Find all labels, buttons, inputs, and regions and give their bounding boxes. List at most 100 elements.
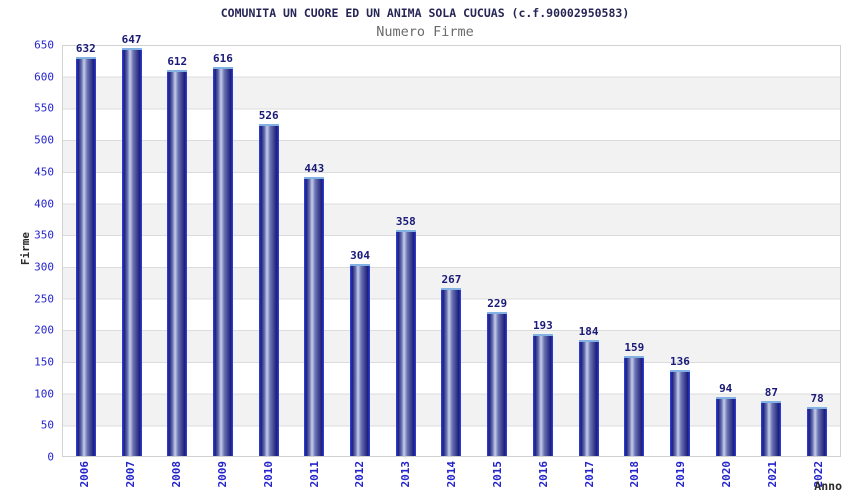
y-tick-label: 150: [34, 355, 54, 369]
bar-slot: 159: [611, 46, 657, 456]
bar-2021: 87: [761, 386, 782, 456]
x-tick-slot: 2021: [749, 461, 795, 499]
bar-2011: 443: [304, 162, 325, 456]
bar-value-label: 193: [532, 319, 553, 333]
x-tick-label: 2016: [536, 461, 550, 488]
x-tick-label: 2007: [124, 461, 138, 488]
y-tick-label: 250: [34, 292, 54, 305]
bar-value-label: 443: [304, 161, 325, 175]
bar-2012: 304: [350, 249, 371, 456]
y-tick-label: 650: [34, 38, 54, 52]
x-tick-slot: 2006: [62, 461, 108, 499]
bar-value-label: 358: [395, 215, 416, 229]
x-tick-slot: 2018: [612, 461, 658, 499]
x-tick-slot: 2012: [337, 461, 383, 499]
bar-value-label: 647: [121, 32, 142, 46]
bar-value-label: 526: [258, 109, 279, 123]
bar-slot: 616: [200, 46, 246, 456]
bar-2015: 229: [487, 297, 508, 456]
y-tick-label: 300: [34, 260, 54, 274]
x-tick-label: 2008: [170, 461, 184, 488]
y-tick-label: 350: [34, 228, 54, 242]
bar-value-label: 632: [75, 42, 96, 56]
x-axis-ticks: 2006 2007 2008 2009 2010 2011 2012 2013 2014 2015…: [62, 461, 841, 499]
bar-2022: 78: [807, 392, 828, 456]
x-tick-slot: 2017: [566, 461, 612, 499]
x-tick-slot: 2013: [383, 461, 429, 499]
x-tick-label: 2017: [582, 461, 596, 488]
x-tick-label: 2011: [307, 461, 321, 488]
x-tick-label: 2018: [628, 461, 642, 488]
bar-slot: 526: [246, 46, 292, 456]
bar-slot: 632: [63, 42, 109, 456]
bars-container: 632 647 612 616 526 443 304 358 267 229 193 184 159 1…: [63, 33, 840, 456]
bar-slot: 87: [749, 46, 795, 456]
bar-slot: 267: [429, 46, 475, 456]
x-tick-slot: 2009: [199, 461, 245, 499]
y-tick-label: 450: [34, 165, 54, 179]
x-tick-slot: 2019: [658, 461, 704, 499]
bar-slot: 78: [794, 46, 840, 456]
bar-value-label: 184: [578, 324, 599, 338]
x-tick-slot: 2007: [108, 461, 154, 499]
y-tick-label: 600: [34, 70, 54, 84]
chart-title: COMUNITA UN CUORE ED UN ANIMA SOLA CUCUA…: [220, 6, 630, 20]
bar-slot: 184: [566, 46, 612, 456]
x-tick-label: 2020: [720, 461, 733, 488]
bar-slot: 136: [657, 46, 703, 456]
y-tick-label: 400: [34, 197, 54, 210]
x-tick-slot: 2008: [154, 461, 200, 499]
y-tick-label: 200: [34, 323, 54, 337]
x-tick-label: 2015: [490, 461, 504, 488]
bar-value-label: 616: [213, 52, 233, 66]
bar-value-label: 267: [441, 272, 462, 286]
bar-value-label: 94: [719, 381, 733, 395]
bar-slot: 229: [474, 46, 520, 456]
bar-2020: 94: [715, 382, 736, 456]
bar-2009: 616: [212, 52, 233, 456]
x-tick-label: 2013: [399, 461, 413, 488]
x-tick-label: 2021: [765, 461, 779, 488]
bar-value-label: 78: [810, 391, 824, 405]
x-tick-slot: 2016: [520, 461, 566, 499]
x-tick-slot: 2015: [474, 461, 520, 499]
bar-value-label: 159: [624, 340, 645, 354]
x-tick-label: 2009: [215, 461, 229, 488]
bar-2019: 136: [669, 355, 690, 456]
y-tick-label: 100: [34, 387, 54, 401]
bar-2006: 632: [75, 42, 96, 456]
bar-value-label: 87: [764, 386, 779, 400]
plot-area: 632 647 612 616 526 443 304 358 267 229 193 184 159 1…: [62, 33, 841, 457]
x-tick-slot: 2011: [291, 461, 337, 499]
x-tick-label: 2019: [674, 461, 688, 488]
bar-value-label: 612: [167, 55, 188, 68]
bar-slot: 647: [109, 33, 155, 456]
bar-2010: 526: [258, 109, 279, 456]
bar-slot: 304: [337, 46, 383, 456]
bar-2014: 267: [441, 273, 462, 456]
bar-2007: 647: [121, 33, 142, 456]
y-tick-label: 0: [47, 450, 54, 464]
x-tick-label: 2012: [353, 461, 367, 488]
x-tick-slot: 2014: [429, 461, 475, 499]
bar-2013: 358: [395, 215, 416, 456]
bar-value-label: 136: [670, 355, 690, 369]
bar-value-label: 229: [487, 296, 508, 310]
bar-value-label: 304: [350, 249, 370, 263]
x-tick-label: 2014: [445, 461, 459, 488]
y-tick-label: 500: [34, 133, 54, 147]
x-tick-label: 2010: [261, 461, 275, 488]
x-tick-slot: 2020: [704, 461, 750, 499]
bar-2017: 184: [578, 325, 599, 456]
bar-2016: 193: [532, 319, 553, 456]
chart-subtitle: Numero Firme: [376, 24, 474, 40]
bar-2018: 159: [624, 341, 645, 456]
x-axis-title: Anno: [814, 479, 842, 493]
bar-slot: 612: [154, 46, 200, 456]
bar-slot: 443: [292, 46, 338, 456]
x-tick-slot: 2010: [245, 461, 291, 499]
y-tick-label: 50: [40, 418, 54, 432]
y-tick-label: 550: [34, 101, 54, 115]
x-tick-label: 2006: [78, 461, 92, 488]
